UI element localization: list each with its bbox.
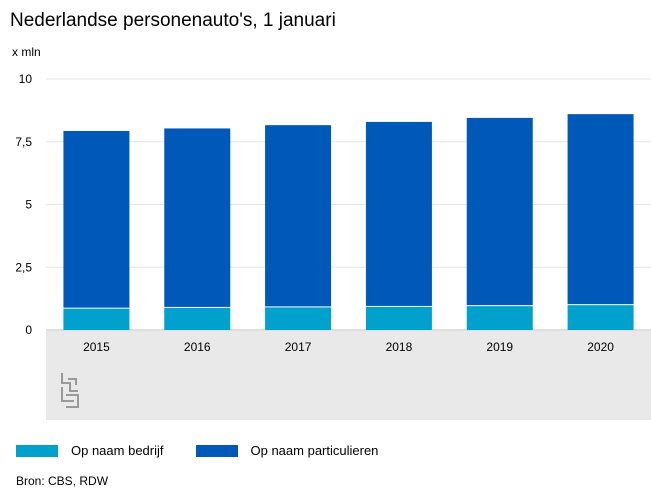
legend-label-bedrijf: Op naam bedrijf: [71, 443, 164, 458]
source-note: Bron: CBS, RDW: [16, 474, 109, 488]
y-tick-label: 0: [25, 323, 32, 337]
x-tick-label: 2017: [285, 340, 312, 354]
x-tick-label: 2019: [486, 340, 513, 354]
bar-particulieren-2018: [365, 121, 432, 306]
chart-title: Nederlandse personenauto's, 1 januari: [10, 10, 336, 31]
bar-particulieren-2016: [164, 128, 231, 307]
y-axis-unit: x mln: [12, 45, 41, 59]
y-tick-label: 7,5: [15, 135, 32, 149]
legend-item-bedrijf: Op naam bedrijf: [16, 443, 164, 458]
bar-bedrijf-2019: [466, 306, 533, 330]
bar-bedrijf-2020: [567, 305, 634, 330]
cbs-logo-icon: [61, 373, 79, 408]
legend: Op naam bedrijf Op naam particulieren: [16, 443, 410, 458]
x-tick-label: 2020: [587, 340, 614, 354]
bar-particulieren-2020: [567, 114, 634, 305]
y-tick-label: 5: [25, 198, 32, 212]
x-tick-label: 2016: [184, 340, 211, 354]
legend-item-particulieren: Op naam particulieren: [195, 443, 379, 458]
bar-particulieren-2017: [265, 125, 332, 307]
bar-particulieren-2019: [466, 117, 533, 306]
legend-label-particulieren: Op naam particulieren: [250, 443, 379, 458]
y-tick-label: 10: [19, 72, 33, 86]
x-tick-label: 2018: [386, 340, 413, 354]
x-tick-label: 2015: [83, 340, 110, 354]
stacked-bar-chart: 0 2,5 5 7,5 10 2015 2016 2017 2018 2019 2020: [15, 72, 651, 420]
bar-particulieren-2015: [63, 130, 130, 308]
bar-bedrijf-2018: [365, 306, 432, 330]
bar-bedrijf-2015: [63, 308, 130, 330]
legend-swatch-bedrijf: [16, 444, 58, 457]
legend-swatch-particulieren: [195, 444, 238, 457]
bar-bedrijf-2017: [265, 307, 332, 330]
x-axis-band: [46, 331, 651, 420]
y-tick-label: 2,5: [15, 260, 32, 274]
bar-bedrijf-2016: [164, 307, 231, 330]
